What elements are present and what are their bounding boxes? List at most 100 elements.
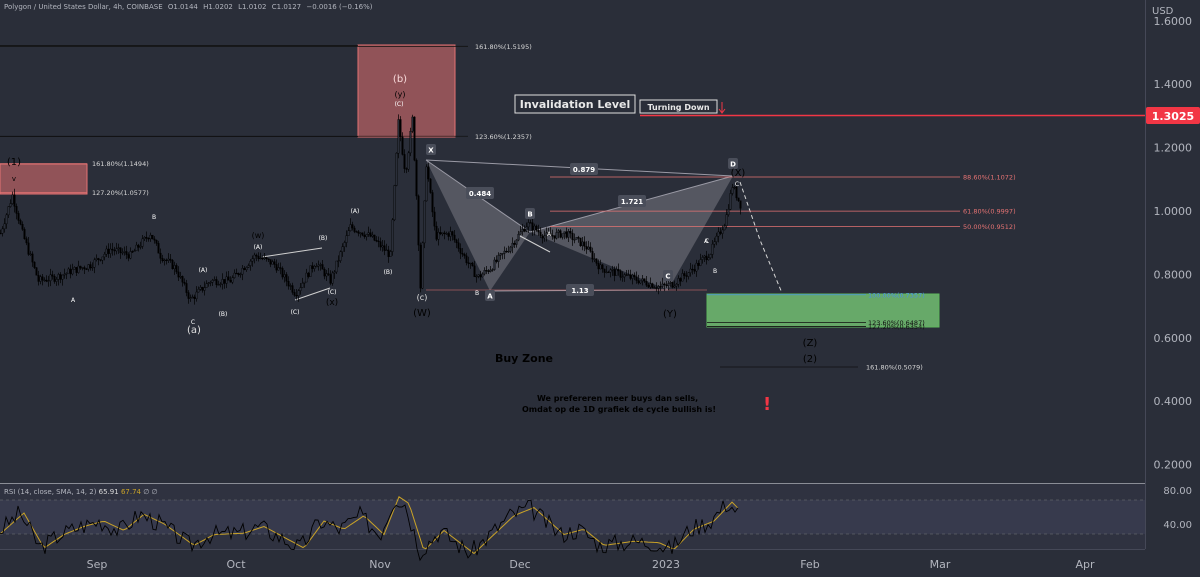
- wave-label: (b): [393, 74, 407, 85]
- wave-label: (w): [252, 231, 265, 240]
- candle-body: [113, 249, 116, 252]
- candle-body: [227, 276, 230, 281]
- candles: [0, 114, 742, 305]
- x-tick-label: Apr: [1075, 558, 1095, 571]
- candle-body: [201, 286, 204, 291]
- candle-body: [591, 251, 594, 260]
- pattern-bcd: [530, 176, 733, 290]
- turning-down-box: [639, 99, 718, 114]
- candle-body: [409, 131, 412, 154]
- candle-body: [331, 272, 334, 284]
- candle-body: [185, 283, 188, 293]
- candle-body: [375, 240, 378, 242]
- y-tick-label: 1.2000: [1154, 142, 1193, 155]
- candle-body: [297, 290, 300, 296]
- wave-label: v: [12, 175, 16, 183]
- candle-body: [149, 234, 152, 239]
- candle-body: [473, 265, 476, 277]
- symbol-header[interactable]: Polygon / United States Dollar, 4h, COIN…: [4, 3, 376, 11]
- wave-label: (1): [7, 157, 21, 168]
- candle-body: [39, 276, 42, 282]
- candle-body: [13, 194, 16, 207]
- candle-body: [729, 193, 732, 210]
- fib-label: 123.60%(1.2357): [475, 133, 532, 141]
- candle-body: [259, 257, 262, 260]
- wave-label: (a): [187, 325, 201, 336]
- candle-body: [353, 227, 356, 232]
- candle-body: [177, 271, 180, 278]
- wave-label: (A): [254, 244, 263, 251]
- rsi-header[interactable]: RSI (14, close, SMA, 14, 2) 65.91 67.74 …: [4, 488, 158, 496]
- candle-body: [397, 119, 400, 154]
- candle-body: [633, 274, 636, 277]
- candle-body: [51, 274, 54, 277]
- rsi-band: [0, 500, 1145, 534]
- y-tick-label: 0.2000: [1154, 459, 1193, 472]
- candle-body: [631, 274, 634, 279]
- rsi-label: RSI (14, close, SMA, 14, 2): [4, 488, 97, 496]
- candle-body: [165, 259, 168, 261]
- wave-label: (B): [319, 235, 328, 242]
- candle-body: [441, 232, 444, 235]
- candle-body: [521, 228, 524, 232]
- candle-body: [727, 209, 730, 215]
- candle-body: [293, 292, 296, 296]
- candle-body: [641, 278, 644, 282]
- wave-label: (x): [326, 298, 338, 308]
- candle-body: [381, 245, 384, 248]
- candle-body: [407, 152, 410, 170]
- candle-body: [537, 230, 540, 233]
- candle-body: [475, 276, 478, 278]
- rsi-value2: 67.74: [120, 488, 141, 496]
- candle-body: [231, 277, 234, 283]
- candle-body: [115, 248, 118, 252]
- candle-body: [707, 257, 710, 261]
- rsi-lines: [0, 496, 1145, 562]
- candle-body: [291, 285, 294, 293]
- wave-label: (C): [291, 309, 300, 316]
- fib-label: 127.20%(0.6354): [868, 323, 925, 331]
- candle-body: [479, 274, 482, 278]
- candle-body: [209, 282, 212, 284]
- wave-label: C: [735, 181, 739, 188]
- wave-label: (2): [803, 354, 817, 365]
- candle-body: [651, 283, 654, 288]
- low-value: L1.0102: [238, 3, 267, 11]
- candle-body: [583, 241, 586, 247]
- candle-body: [273, 261, 276, 265]
- candle-body: [681, 273, 684, 282]
- candle-body: [329, 274, 332, 284]
- wave-label: (W): [413, 308, 431, 319]
- candle-body: [517, 233, 520, 241]
- candle-body: [677, 278, 680, 285]
- candle-body: [499, 253, 502, 256]
- candle-body: [493, 259, 496, 270]
- wave-label: (y): [395, 90, 406, 99]
- candle-body: [333, 271, 336, 274]
- candle-body: [477, 274, 480, 277]
- candle-body: [91, 267, 94, 269]
- candle-body: [497, 255, 500, 262]
- candle-body: [155, 239, 158, 244]
- y-tick-label: 1.6000: [1154, 15, 1193, 28]
- candle-body: [199, 286, 202, 290]
- candle-body: [457, 242, 460, 249]
- candle-body: [569, 231, 572, 234]
- candle-body: [249, 260, 252, 266]
- candle-body: [447, 233, 450, 237]
- candle-body: [507, 251, 510, 253]
- candle-body: [257, 255, 260, 259]
- candle-body: [29, 253, 32, 255]
- fib-label: 161.80%(0.5079): [866, 363, 923, 371]
- ratio-badge-bg: [566, 284, 594, 296]
- candle-body: [617, 269, 620, 272]
- candle-body: [657, 286, 660, 289]
- candle-body: [71, 269, 74, 275]
- exclamation-mark: !: [763, 394, 771, 415]
- candle-body: [467, 262, 470, 264]
- candle-body: [117, 247, 120, 249]
- candle-body: [491, 269, 494, 271]
- candle-body: [489, 269, 492, 272]
